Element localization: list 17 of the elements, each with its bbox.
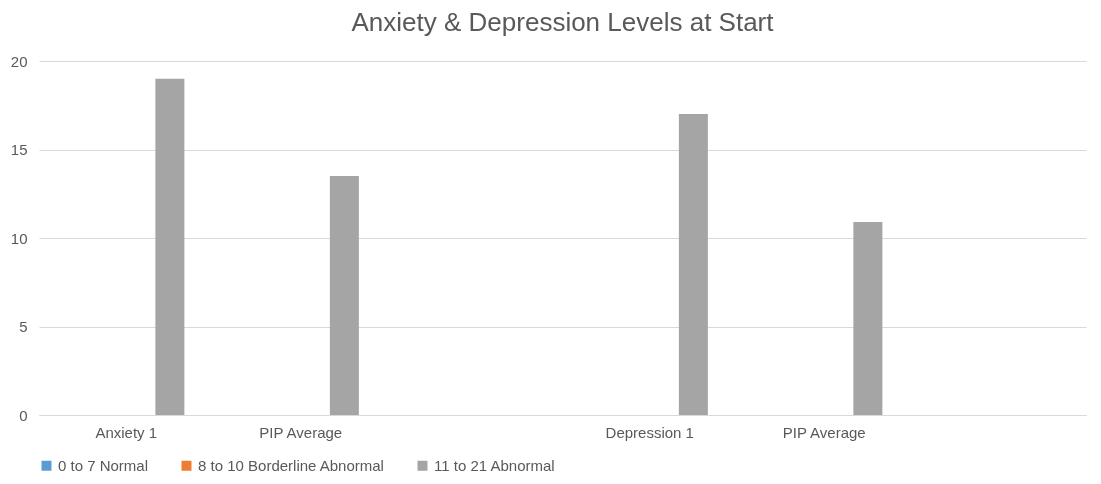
x-tick-label: PIP Average xyxy=(259,423,343,441)
chart-title: Anxiety & Depression Levels at Start xyxy=(351,7,775,37)
legend-label: 11 to 21 Abnormal xyxy=(434,456,555,474)
x-tick-label: Depression 1 xyxy=(605,423,694,441)
y-tick-label: 15 xyxy=(10,141,28,158)
x-tick-label: PIP Average xyxy=(782,423,866,441)
y-tick-label: 20 xyxy=(10,52,28,70)
y-tick-label: 5 xyxy=(19,318,28,335)
bar xyxy=(329,176,359,415)
bar xyxy=(678,114,708,415)
bar xyxy=(853,222,883,415)
bar xyxy=(155,78,185,415)
y-tick-label: 0 xyxy=(19,406,28,424)
legend-label: 0 to 7 Normal xyxy=(58,456,149,474)
y-tick-label: 10 xyxy=(10,229,28,247)
x-tick-label: Anxiety 1 xyxy=(95,423,158,441)
legend-label: 8 to 10 Borderline Abnormal xyxy=(198,456,384,474)
